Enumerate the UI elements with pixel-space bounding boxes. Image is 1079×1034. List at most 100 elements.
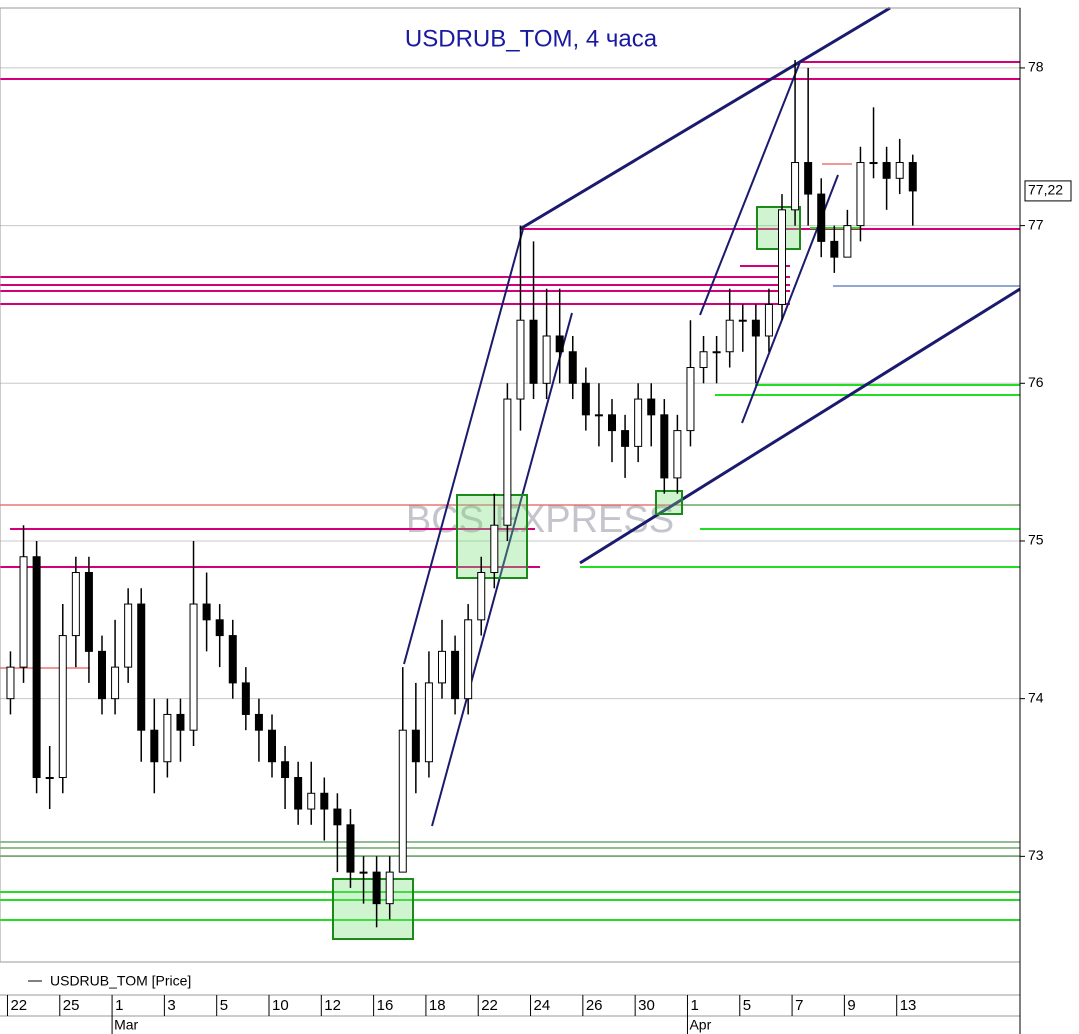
y-tick-label: 73 — [1028, 847, 1044, 863]
x-tick-label: 18 — [429, 997, 446, 1014]
candle-body — [686, 367, 695, 432]
x-tick-label: 25 — [63, 997, 80, 1014]
x-tick-label: 24 — [534, 997, 551, 1014]
x-tick-label: 5 — [220, 997, 228, 1014]
candle-body — [281, 761, 290, 779]
candle-body — [359, 871, 368, 874]
watermark: BCS EXPRESS — [406, 499, 674, 541]
candles — [6, 60, 917, 928]
y-tick-label: 76 — [1028, 374, 1044, 390]
candle-body — [228, 635, 237, 684]
candle-body — [830, 240, 839, 258]
candle-body — [856, 162, 865, 227]
candle-body — [176, 713, 185, 731]
candle-body — [712, 351, 721, 354]
candle-body — [634, 398, 643, 447]
y-tick-label: 77 — [1028, 216, 1044, 232]
chart-title: USDRUB_TOM, 4 часа — [405, 25, 658, 52]
candle-body — [19, 556, 28, 668]
candle-body — [908, 162, 917, 192]
y-tick-label: 75 — [1028, 532, 1044, 548]
x-tick-label: 12 — [324, 997, 341, 1014]
candle-body — [333, 808, 342, 826]
candle-body — [817, 193, 826, 242]
x-tick-label: 10 — [272, 997, 289, 1014]
candle-body — [477, 572, 486, 621]
candle-body — [503, 398, 512, 526]
candle-body — [111, 666, 120, 700]
candle-body — [804, 162, 813, 195]
x-tick-label: 26 — [586, 997, 603, 1014]
candle-body — [621, 430, 630, 447]
candle-body — [32, 556, 41, 779]
last-price-box — [1024, 180, 1072, 202]
candle-body — [438, 650, 446, 684]
candle-body — [84, 572, 93, 652]
candle-body — [699, 351, 708, 369]
candle-body — [71, 572, 80, 637]
candle-body — [490, 524, 499, 574]
month-label: Mar — [114, 1017, 138, 1033]
candle-body — [137, 603, 146, 731]
candle-body — [424, 682, 433, 763]
candle-body — [542, 335, 551, 384]
x-tick-label: 22 — [481, 997, 498, 1014]
y-tick-label: 74 — [1028, 689, 1044, 705]
candle-body — [451, 650, 460, 700]
x-tick-label: 30 — [638, 997, 655, 1014]
candle-body — [791, 162, 800, 211]
x-tick-label: 22 — [10, 997, 27, 1014]
month-label: Apr — [689, 1017, 711, 1033]
candle-body — [764, 303, 773, 337]
x-tick-label: 9 — [847, 997, 855, 1014]
candle-body — [751, 319, 760, 337]
candle-body — [568, 351, 577, 384]
candle-body — [594, 414, 603, 417]
candle-body — [673, 430, 682, 479]
x-tick-label: 7 — [795, 997, 803, 1014]
legend-label: USDRUB_TOM [Price] — [50, 973, 191, 989]
candle-body — [778, 209, 786, 305]
last-price-label: 77,22 — [1028, 182, 1063, 198]
candle-body — [215, 619, 224, 637]
candle-body — [98, 650, 106, 700]
x-tick-label: 13 — [900, 997, 917, 1014]
x-tick-label: 3 — [167, 997, 175, 1014]
candle-body — [529, 319, 538, 384]
candle-body — [725, 319, 734, 353]
drawings — [0, 6, 1021, 940]
candle-body — [241, 682, 250, 715]
candle-body — [6, 666, 15, 700]
candle-body — [647, 398, 656, 416]
candle-body — [411, 729, 420, 763]
candle-body — [202, 603, 211, 621]
candle-body — [882, 162, 891, 179]
x-tick-label: 16 — [377, 997, 394, 1014]
candle-body — [163, 713, 172, 763]
x-tick-label: 1 — [115, 997, 123, 1014]
x-tick-label: 1 — [690, 997, 698, 1014]
y-tick-label: 78 — [1028, 59, 1044, 75]
candle-body — [738, 319, 747, 322]
candle-body — [346, 824, 355, 873]
candle-body — [320, 792, 329, 810]
candle-body — [307, 792, 316, 810]
candle-body — [660, 414, 669, 479]
candle-body — [372, 871, 381, 905]
candle-body — [124, 603, 133, 668]
candle-body — [398, 729, 407, 873]
candle-body — [58, 635, 67, 779]
candle-body — [555, 335, 564, 353]
candle-body — [268, 729, 276, 763]
candle-body — [464, 619, 473, 700]
candle-body — [385, 871, 394, 905]
candle-body — [581, 382, 590, 416]
candle-body — [895, 162, 904, 179]
candle-body — [843, 225, 852, 258]
candle-body — [150, 729, 159, 763]
candle-body — [869, 162, 878, 165]
candle-body — [294, 777, 303, 810]
x-tick-label: 5 — [743, 997, 751, 1014]
candle-body — [608, 414, 616, 432]
